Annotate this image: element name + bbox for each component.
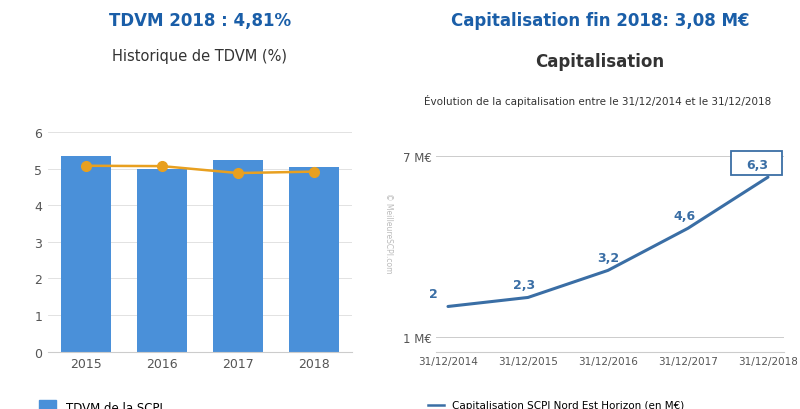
Text: © MeilleureSCPI.com: © MeilleureSCPI.com [384, 193, 393, 273]
Text: Historique de TDVM (%): Historique de TDVM (%) [113, 49, 287, 64]
Text: Capitalisation fin 2018: 3,08 M€: Capitalisation fin 2018: 3,08 M€ [450, 12, 750, 30]
Text: 6,3: 6,3 [746, 159, 768, 171]
Text: Évolution de la capitalisation entre le 31/12/2014 et le 31/12/2018: Évolution de la capitalisation entre le … [424, 94, 772, 107]
Bar [62, 157, 110, 352]
Legend: Capitalisation SCPI Nord Est Horizon (en M€): Capitalisation SCPI Nord Est Horizon (en… [424, 396, 688, 409]
FancyBboxPatch shape [731, 152, 782, 176]
Text: 2: 2 [430, 287, 438, 300]
Text: Capitalisation: Capitalisation [535, 53, 665, 71]
Legend: TDVM de la SCPI, TDVM moyen de la catégorie: TDVM de la SCPI, TDVM moyen de la catégo… [38, 400, 237, 409]
Text: 2,3: 2,3 [513, 278, 535, 291]
Bar [138, 169, 186, 352]
Bar [214, 160, 262, 352]
Text: 4,6: 4,6 [673, 209, 695, 222]
Text: TDVM 2018 : 4,81%: TDVM 2018 : 4,81% [109, 12, 291, 30]
Text: 3,2: 3,2 [597, 251, 619, 264]
Bar [290, 167, 338, 352]
